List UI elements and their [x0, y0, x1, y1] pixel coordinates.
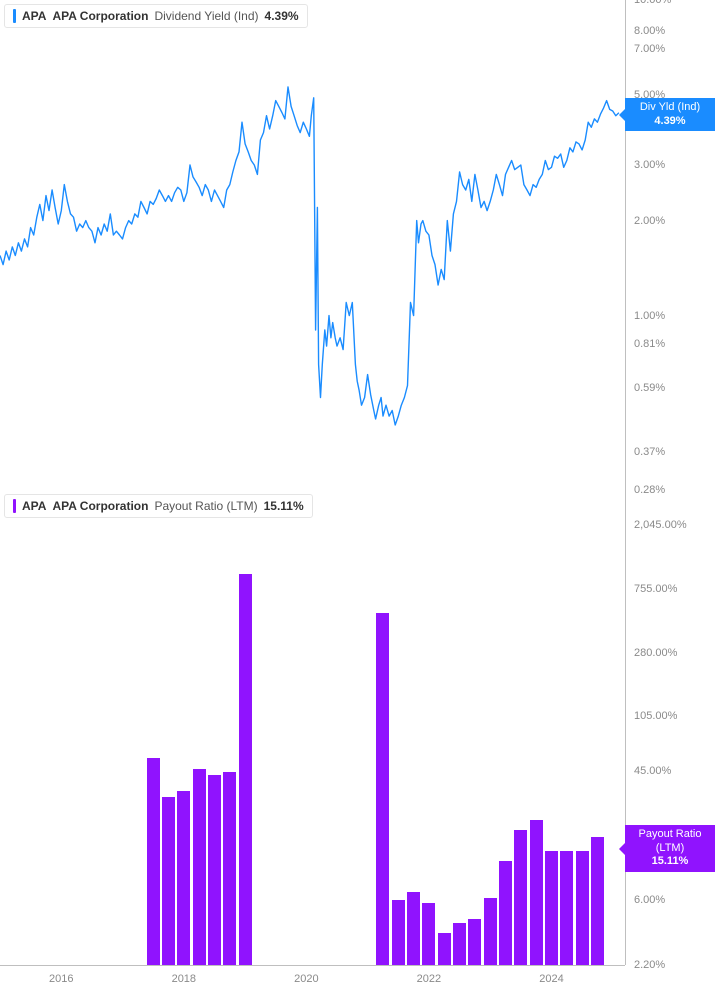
- payout-ratio-bar-chart[interactable]: [0, 490, 625, 965]
- legend-marker-icon: [13, 9, 16, 23]
- legend-value: 4.39%: [265, 9, 299, 23]
- payout-bar[interactable]: [376, 613, 389, 965]
- legend-name: APA Corporation: [52, 499, 148, 513]
- y-tick-label: 280.00%: [634, 647, 677, 659]
- payout-ratio-legend[interactable]: APA APA Corporation Payout Ratio (LTM) 1…: [4, 494, 313, 518]
- payout-bar[interactable]: [591, 837, 604, 965]
- payout-bar[interactable]: [468, 919, 481, 965]
- callout-label: Payout Ratio (LTM): [633, 828, 707, 856]
- x-tick-label: 2024: [539, 973, 563, 985]
- payout-ratio-callout: Payout Ratio (LTM) 15.11%: [625, 825, 715, 872]
- callout-label: Div Yld (Ind): [633, 101, 707, 115]
- payout-bar[interactable]: [530, 820, 543, 965]
- dividend-yield-callout: Div Yld (Ind) 4.39%: [625, 98, 715, 132]
- y-tick-label: 0.37%: [634, 446, 665, 458]
- payout-bar[interactable]: [514, 830, 527, 965]
- y-tick-label: 0.59%: [634, 382, 665, 394]
- legend-metric: Payout Ratio (LTM): [154, 499, 257, 513]
- legend-name: APA Corporation: [52, 9, 148, 23]
- payout-bar[interactable]: [147, 758, 160, 965]
- y-tick-label: 8.00%: [634, 25, 665, 37]
- payout-bar[interactable]: [193, 769, 206, 965]
- legend-ticker: APA: [22, 499, 46, 513]
- dividend-yield-legend[interactable]: APA APA Corporation Dividend Yield (Ind)…: [4, 4, 308, 28]
- y-tick-label: 105.00%: [634, 710, 677, 722]
- y-tick-label: 1.00%: [634, 310, 665, 322]
- y-tick-label: 45.00%: [634, 765, 671, 777]
- legend-ticker: APA: [22, 9, 46, 23]
- payout-bar[interactable]: [499, 861, 512, 965]
- callout-value: 15.11%: [633, 855, 707, 869]
- y-tick-label: 755.00%: [634, 583, 677, 595]
- y-tick-label: 10.00%: [634, 0, 671, 6]
- x-axis-line: [0, 965, 625, 966]
- payout-bar[interactable]: [438, 933, 451, 965]
- payout-bar[interactable]: [560, 851, 573, 965]
- payout-ratio-panel: APA APA Corporation Payout Ratio (LTM) 1…: [0, 490, 717, 965]
- x-tick-label: 2016: [49, 973, 73, 985]
- payout-bar[interactable]: [407, 892, 420, 965]
- payout-bar[interactable]: [545, 851, 558, 965]
- payout-bar[interactable]: [392, 900, 405, 965]
- y-tick-label: 3.00%: [634, 159, 665, 171]
- y-tick-label: 2.20%: [634, 959, 665, 971]
- y-tick-label: 2,045.00%: [634, 519, 687, 531]
- x-tick-label: 2018: [172, 973, 196, 985]
- payout-bar[interactable]: [223, 772, 236, 965]
- legend-marker-icon: [13, 499, 16, 513]
- x-tick-label: 2022: [417, 973, 441, 985]
- y-tick-label: 7.00%: [634, 43, 665, 55]
- dividend-yield-line-chart[interactable]: [0, 0, 625, 490]
- payout-bar[interactable]: [576, 851, 589, 965]
- payout-bar[interactable]: [453, 923, 466, 965]
- dividend-yield-panel: APA APA Corporation Dividend Yield (Ind)…: [0, 0, 717, 490]
- callout-value: 4.39%: [633, 115, 707, 129]
- x-tick-label: 2020: [294, 973, 318, 985]
- payout-bar[interactable]: [484, 898, 497, 965]
- payout-bar[interactable]: [177, 791, 190, 965]
- charts-container: APA APA Corporation Dividend Yield (Ind)…: [0, 0, 717, 1005]
- legend-value: 15.11%: [264, 499, 304, 513]
- y-tick-label: 6.00%: [634, 894, 665, 906]
- payout-bar[interactable]: [422, 903, 435, 965]
- payout-bar[interactable]: [162, 797, 175, 965]
- payout-bar[interactable]: [208, 775, 221, 965]
- payout-bar[interactable]: [239, 574, 252, 965]
- legend-metric: Dividend Yield (Ind): [154, 9, 258, 23]
- y-tick-label: 2.00%: [634, 215, 665, 227]
- y-tick-label: 0.81%: [634, 338, 665, 350]
